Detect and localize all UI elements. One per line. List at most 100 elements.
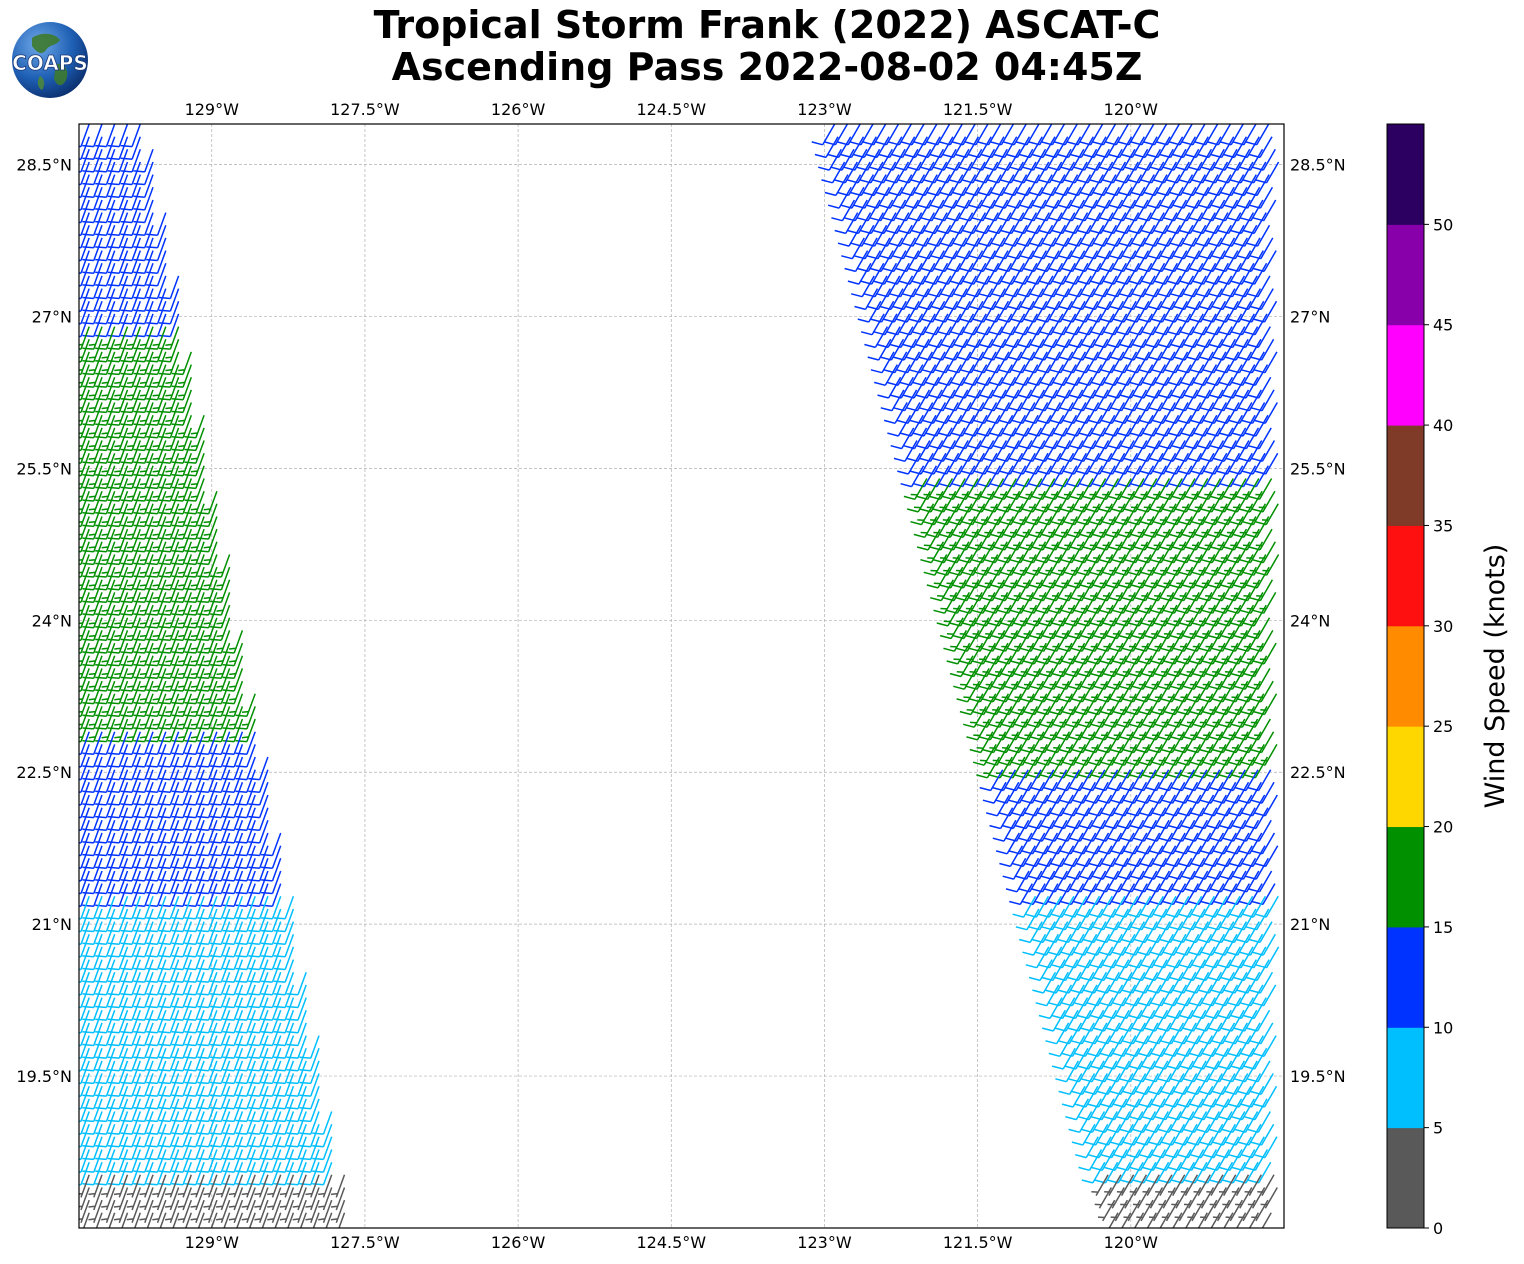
wind-barb (171, 807, 193, 831)
wind-barb (171, 1085, 193, 1110)
wind-barb (95, 896, 116, 920)
wind-barb (248, 1136, 269, 1161)
wind-barb (197, 1161, 218, 1186)
wind-barb (222, 642, 244, 667)
wind-barb (261, 845, 282, 869)
wind-barb (120, 782, 142, 806)
wind-barb (197, 604, 218, 629)
wind-barb (299, 1085, 320, 1110)
wind-barb (113, 1174, 129, 1198)
wind-barb (171, 731, 193, 756)
wind-barb (107, 870, 129, 895)
colorbar-tick-label: 10 (1433, 1018, 1453, 1037)
wind-barb (95, 376, 116, 401)
wind-barb (171, 1136, 193, 1161)
wind-barb (120, 934, 142, 958)
wind-barb (184, 668, 205, 692)
wind-barb (107, 883, 129, 907)
lat-tick-label-left: 24°N (32, 611, 72, 630)
wind-barb (120, 275, 142, 300)
wind-barb (197, 1022, 218, 1047)
wind-barb (133, 326, 154, 350)
wind-barb (82, 693, 103, 718)
wind-barb (210, 1022, 231, 1047)
wind-barb (107, 174, 129, 198)
wind-barb (95, 465, 116, 490)
wind-barb (184, 1060, 205, 1085)
wind-barb (95, 427, 116, 452)
wind-barb (107, 630, 129, 654)
wind-barb (184, 579, 205, 604)
wind-barb (279, 1199, 295, 1223)
wind-barb (184, 516, 205, 540)
wind-barb (139, 1199, 154, 1223)
wind-barb (146, 997, 167, 1021)
wind-barb (184, 1047, 205, 1072)
wind-barb (95, 187, 116, 211)
wind-barb (95, 389, 116, 414)
wind-barb (222, 946, 244, 971)
wind-barb (120, 807, 142, 831)
wind-barb (146, 225, 167, 249)
wind-barb (261, 1022, 282, 1047)
wind-barb (273, 1085, 295, 1110)
wind-barb (95, 1009, 116, 1034)
wind-barb (107, 300, 129, 325)
wind-barb (318, 1199, 333, 1223)
wind-barb (210, 617, 231, 642)
wind-barb (107, 528, 129, 553)
wind-barb (312, 1212, 320, 1228)
wind-barb (248, 820, 269, 844)
wind-barb (338, 1212, 346, 1228)
wind-barb (210, 1098, 231, 1123)
wind-barb (261, 1136, 282, 1161)
wind-barb (235, 794, 256, 819)
wind-barb (107, 136, 129, 160)
wind-barb (82, 870, 103, 895)
wind-barb (248, 1212, 256, 1228)
wind-barb (222, 972, 244, 996)
wind-barb (286, 984, 307, 1009)
wind-barb (82, 490, 103, 515)
wind-barb (82, 630, 103, 654)
wind-barb (158, 921, 180, 945)
wind-barb (107, 288, 129, 312)
wind-barb (299, 1149, 320, 1173)
wind-barb (171, 402, 193, 426)
wind-barb (133, 1111, 154, 1135)
wind-barb (222, 1123, 244, 1148)
wind-barb (236, 1212, 244, 1228)
wind-barb (95, 655, 116, 680)
wind-barb (82, 744, 103, 768)
wind-barb (184, 1161, 205, 1186)
wind-barb (133, 187, 154, 211)
wind-barb (171, 870, 193, 895)
wind-barb (133, 1022, 154, 1047)
wind-barb (133, 427, 154, 452)
wind-barb (171, 997, 193, 1021)
wind-barb (146, 554, 167, 578)
wind-barb (273, 959, 295, 983)
colorbar-bin (1387, 324, 1424, 426)
wind-barb (261, 1085, 282, 1110)
wind-barb (222, 756, 244, 781)
colorbar-bin (1387, 726, 1424, 828)
wind-barb (190, 1187, 205, 1211)
wind-barb (222, 731, 244, 756)
wind-barb (222, 820, 244, 844)
wind-barb (120, 592, 142, 616)
wind-barb (133, 250, 154, 274)
wind-barb (88, 1199, 103, 1223)
wind-barb (82, 1035, 103, 1059)
wind-barb (95, 946, 116, 971)
wind-barb (146, 1098, 167, 1123)
wind-barb (133, 756, 154, 781)
wind-barb (158, 668, 180, 692)
wind-barb (197, 630, 218, 654)
wind-barb (82, 896, 103, 920)
wind-barb (171, 769, 193, 793)
wind-barb (318, 1174, 333, 1198)
wind-barb (197, 718, 218, 743)
wind-barb (95, 617, 116, 642)
wind-barb (197, 1098, 218, 1123)
